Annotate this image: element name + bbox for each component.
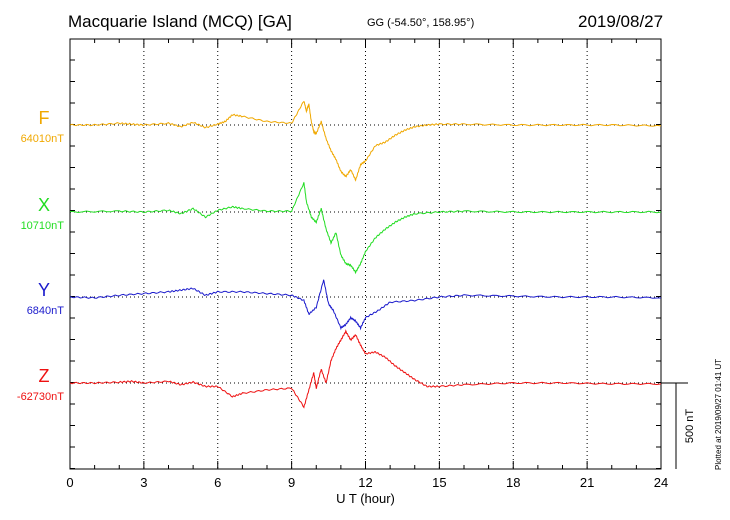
series-baseline-y: 6840nT	[27, 305, 65, 317]
series-name-z: Z	[39, 366, 50, 386]
x-tick-label: 24	[654, 475, 668, 490]
station-coords: GG (-54.50°, 158.95°)	[367, 17, 475, 29]
series-line-y	[69, 279, 662, 331]
x-tick-label: 3	[140, 475, 147, 490]
series-line-f	[69, 100, 662, 182]
x-tick-label: 0	[66, 475, 73, 490]
series-name-f: F	[39, 108, 50, 128]
series-baseline-x: 10710nT	[21, 220, 65, 232]
series-line-z	[69, 329, 662, 409]
x-tick-label: 21	[580, 475, 594, 490]
x-tick-label: 15	[432, 475, 446, 490]
series-name-y: Y	[38, 280, 50, 300]
series-baseline-z: -62730nT	[17, 391, 64, 403]
plot-date: 2019/08/27	[578, 12, 664, 31]
x-axis-label: U T (hour)	[336, 491, 395, 506]
series-baseline-f: 64010nT	[21, 133, 65, 145]
station-title: Macquarie Island (MCQ) [GA]	[68, 12, 292, 31]
x-tick-label: 18	[506, 475, 520, 490]
scale-bar-label: 500 nT	[684, 409, 696, 444]
x-tick-label: 6	[214, 475, 221, 490]
x-tick-label: 12	[358, 475, 372, 490]
x-tick-label: 9	[288, 475, 295, 490]
series-name-x: X	[38, 195, 50, 215]
series-line-x	[69, 182, 662, 275]
